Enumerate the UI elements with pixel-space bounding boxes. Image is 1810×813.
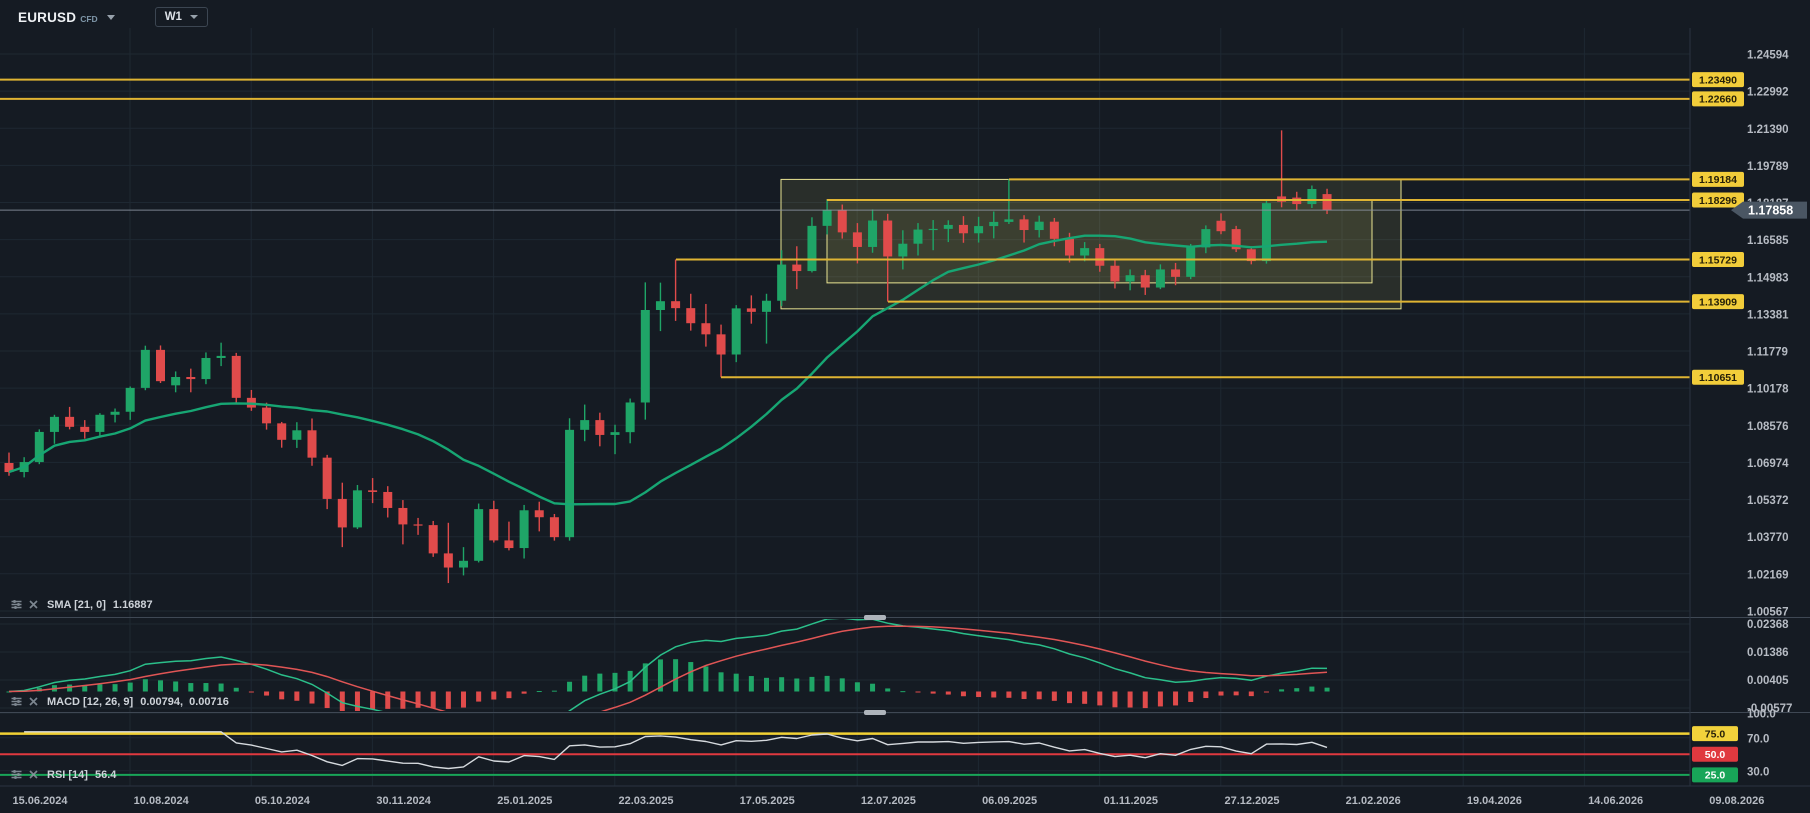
svg-text:1.21390: 1.21390	[1747, 124, 1789, 136]
market-type-label: CFD	[80, 13, 98, 24]
symbol-name: EURUSD	[18, 9, 77, 25]
svg-text:1.10651: 1.10651	[1699, 372, 1737, 384]
timeframe-selector[interactable]: W1	[154, 7, 208, 27]
symbol-selector[interactable]: EURUSD CFD	[14, 8, 119, 27]
svg-text:1.16585: 1.16585	[1747, 235, 1789, 247]
svg-text:21.02.2026: 21.02.2026	[1346, 795, 1401, 807]
svg-text:0.02368: 0.02368	[1747, 619, 1789, 631]
svg-text:70.0: 70.0	[1747, 733, 1769, 745]
indicator-legend-rsi[interactable]: RSI [14] 56.4	[10, 767, 116, 782]
svg-text:1.13909: 1.13909	[1699, 296, 1737, 308]
svg-text:1.22660: 1.22660	[1699, 94, 1737, 106]
svg-text:25.01.2025: 25.01.2025	[497, 795, 552, 807]
svg-text:30.11.2024: 30.11.2024	[376, 795, 431, 807]
svg-text:1.22992: 1.22992	[1747, 87, 1789, 99]
horizontal-level-lines[interactable]	[0, 78, 1690, 379]
svg-text:01.11.2025: 01.11.2025	[1104, 795, 1158, 807]
svg-text:0.00405: 0.00405	[1747, 675, 1789, 687]
indicator-remove-icon[interactable]	[27, 598, 40, 611]
svg-text:1.05372: 1.05372	[1747, 495, 1789, 507]
indicator-remove-icon[interactable]	[27, 695, 40, 708]
sma-label: SMA [21, 0]	[47, 598, 106, 611]
chevron-down-icon	[106, 14, 115, 20]
current-price-tag: 1.17858	[1731, 201, 1807, 219]
svg-text:15.06.2024: 15.06.2024	[12, 795, 68, 807]
pane-resize-handle[interactable]	[864, 615, 886, 620]
pane-resize-handle[interactable]	[864, 710, 886, 715]
indicator-legend-sma[interactable]: SMA [21, 0] 1.16887	[10, 597, 153, 612]
svg-text:09.08.2026: 09.08.2026	[1709, 795, 1764, 807]
svg-text:1.10178: 1.10178	[1747, 384, 1789, 396]
svg-text:1.11779: 1.11779	[1747, 347, 1788, 359]
svg-text:1.14983: 1.14983	[1747, 272, 1789, 284]
svg-text:27.12.2025: 27.12.2025	[1224, 795, 1279, 807]
svg-text:1.00567: 1.00567	[1747, 606, 1789, 618]
indicator-settings-icon[interactable]	[10, 695, 23, 708]
timeframe-label: W1	[164, 11, 182, 23]
sma-value: 1.16887	[112, 598, 153, 611]
macd-values: 0.00794, 0.00716	[140, 695, 229, 708]
rsi-label: RSI [14]	[47, 768, 88, 781]
time-axis[interactable]: 15.06.2024 10.08.2024 05.10.2024 30.11.2024…	[12, 795, 1764, 807]
svg-text:25.0: 25.0	[1705, 770, 1726, 782]
indicator-legend-macd[interactable]: MACD [12, 26, 9] 0.00794, 0.00716	[10, 694, 229, 709]
svg-text:17.05.2025: 17.05.2025	[740, 795, 795, 807]
rsi-indicator	[0, 731, 1690, 776]
svg-text:1.19789: 1.19789	[1747, 161, 1789, 173]
svg-text:1.02169: 1.02169	[1747, 569, 1789, 581]
svg-text:30.0: 30.0	[1747, 766, 1769, 778]
svg-text:05.10.2024: 05.10.2024	[255, 795, 311, 807]
svg-text:50.0: 50.0	[1705, 749, 1726, 761]
svg-text:-0.00577: -0.00577	[1747, 703, 1792, 715]
candles	[4, 130, 1332, 584]
indicator-remove-icon[interactable]	[27, 768, 40, 781]
sma-line[interactable]	[8, 234, 1328, 506]
indicator-settings-icon[interactable]	[10, 598, 23, 611]
indicator-settings-icon[interactable]	[10, 768, 23, 781]
chart-header: EURUSD CFD W1	[14, 7, 208, 27]
macd-indicator	[6, 619, 1330, 711]
svg-text:100.0: 100.0	[1747, 709, 1776, 721]
grid	[0, 28, 1690, 786]
svg-text:10.08.2024: 10.08.2024	[134, 795, 190, 807]
svg-text:22.03.2025: 22.03.2025	[618, 795, 673, 807]
svg-text:1.24594: 1.24594	[1747, 50, 1789, 62]
svg-text:1.08576: 1.08576	[1747, 421, 1789, 433]
svg-text:19.04.2026: 19.04.2026	[1467, 795, 1522, 807]
macd-label: MACD [12, 26, 9]	[47, 695, 134, 708]
svg-text:75.0: 75.0	[1705, 728, 1726, 740]
svg-text:1.15729: 1.15729	[1699, 254, 1737, 266]
price-axis[interactable]: 1.245941.229921.213901.197891.181871.165…	[1747, 50, 1792, 779]
svg-text:1.06974: 1.06974	[1747, 458, 1789, 470]
svg-text:14.06.2026: 14.06.2026	[1588, 795, 1643, 807]
svg-text:1.13381: 1.13381	[1747, 309, 1789, 321]
svg-text:1.03770: 1.03770	[1747, 532, 1789, 544]
rsi-value: 56.4	[94, 768, 117, 781]
svg-text:06.09.2025: 06.09.2025	[982, 795, 1037, 807]
svg-text:1.17858: 1.17858	[1748, 203, 1793, 217]
svg-text:0.01386: 0.01386	[1747, 647, 1789, 659]
svg-text:1.23490: 1.23490	[1699, 74, 1737, 86]
chevron-down-icon	[189, 15, 198, 19]
svg-text:1.19184: 1.19184	[1699, 174, 1737, 186]
level-price-tags: 1.23490 1.22660 1.19184 1.18296 1.15729 1.139…	[1692, 72, 1744, 783]
svg-text:12.07.2025: 12.07.2025	[861, 795, 916, 807]
svg-text:1.18296: 1.18296	[1699, 195, 1737, 207]
